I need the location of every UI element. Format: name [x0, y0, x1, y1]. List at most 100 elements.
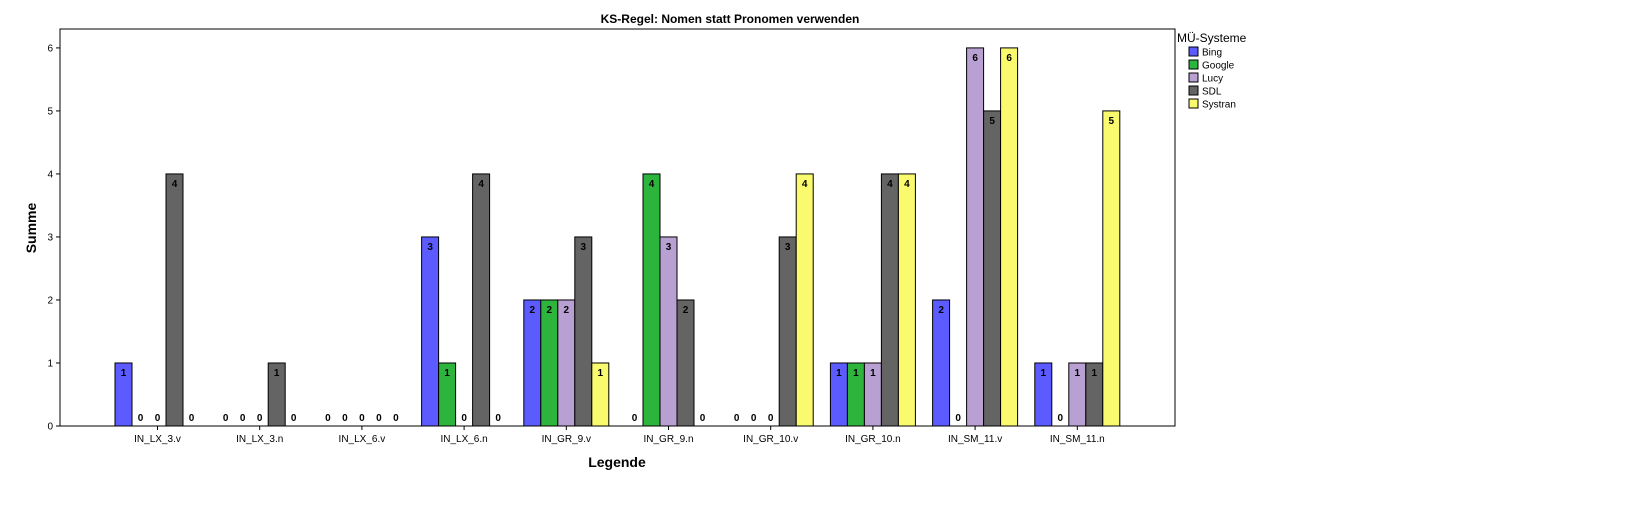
x-tick-label: IN_GR_9.n — [643, 434, 693, 445]
legend-swatch — [1188, 98, 1199, 109]
legend-entry: Systran — [1202, 100, 1236, 111]
bar-value-label: 0 — [342, 413, 348, 424]
bar — [438, 362, 457, 427]
bar — [897, 173, 916, 427]
y-tick-label: 3 — [47, 232, 53, 243]
legend-entry: SDL — [1202, 87, 1222, 98]
y-axis: 0 1 2 3 4 5 6 — [47, 43, 60, 433]
bar-value-label: 1 — [1075, 368, 1081, 379]
bar-value-label: 0 — [768, 413, 774, 424]
chart-title: KS-Regel: Nomen statt Pronomen verwenden — [601, 12, 860, 26]
bar-value-label: 0 — [257, 413, 263, 424]
bar-value-label: 6 — [972, 53, 978, 64]
bar — [932, 299, 951, 427]
bar-value-label: 1 — [121, 368, 127, 379]
bar-value-label: 4 — [649, 179, 655, 190]
bar-value-label: 2 — [938, 305, 944, 316]
bar-value-label: 0 — [138, 413, 144, 424]
x-tick-label: IN_LX_3.n — [236, 434, 283, 445]
bar-value-label: 0 — [359, 413, 365, 424]
bar-value-label: 0 — [632, 413, 638, 424]
bar-value-label: 4 — [478, 179, 484, 190]
bar-value-label: 0 — [1058, 413, 1064, 424]
bar-value-label: 3 — [581, 242, 587, 253]
bar — [880, 173, 899, 427]
bar — [1000, 47, 1019, 427]
bar — [659, 236, 678, 427]
bar — [523, 299, 542, 427]
x-tick-label: IN_SM_11.n — [1050, 434, 1105, 445]
plot-area — [59, 28, 1176, 427]
bar — [472, 173, 491, 427]
bar-value-label: 4 — [904, 179, 910, 190]
bar-value-label: 3 — [785, 242, 791, 253]
bar — [591, 362, 610, 427]
bar-value-label: 0 — [376, 413, 382, 424]
bar-value-label: 1 — [274, 368, 280, 379]
bar — [421, 236, 440, 427]
bar — [540, 299, 559, 427]
bar — [676, 299, 695, 427]
bar-value-label: 3 — [666, 242, 672, 253]
bar-value-label: 1 — [1041, 368, 1047, 379]
legend-swatch — [1188, 85, 1199, 96]
bar — [983, 110, 1002, 427]
bar-value-label: 6 — [1006, 53, 1012, 64]
bar-value-label: 0 — [240, 413, 246, 424]
y-tick-label: 4 — [47, 169, 53, 180]
bar-value-label: 3 — [427, 242, 433, 253]
bar-value-label: 0 — [700, 413, 706, 424]
legend-entry: Bing — [1202, 48, 1222, 59]
x-tick-label: IN_LX_6.v — [339, 434, 386, 445]
bar-value-label: 5 — [1109, 116, 1115, 127]
bar-value-label: 4 — [802, 179, 808, 190]
x-tick-label: IN_GR_10.v — [743, 434, 798, 445]
y-axis-label: Summe — [23, 203, 39, 254]
bar — [1034, 362, 1053, 427]
bar — [165, 173, 184, 427]
legend-title: MÜ-Systeme — [1177, 31, 1247, 45]
bar-value-label: 0 — [734, 413, 740, 424]
legend: MÜ-Systeme Bing Google Lucy SDL Systran — [1177, 31, 1247, 111]
y-tick-label: 0 — [47, 422, 53, 433]
bar-value-label: 0 — [751, 413, 757, 424]
legend-swatch — [1188, 59, 1199, 70]
bar-value-label: 0 — [393, 413, 399, 424]
bar — [778, 236, 797, 427]
x-tick-label: IN_SM_11.v — [948, 434, 1002, 445]
x-tick-label: IN_LX_3.v — [134, 434, 181, 445]
legend-swatch — [1188, 72, 1199, 83]
bar-value-label: 2 — [564, 305, 570, 316]
bar — [795, 173, 814, 427]
bar — [642, 173, 661, 427]
y-tick-label: 1 — [47, 358, 53, 369]
bar-value-label: 2 — [547, 305, 553, 316]
x-tick-label: IN_GR_10.n — [845, 434, 901, 445]
bar-value-label: 2 — [530, 305, 536, 316]
legend-swatch — [1188, 46, 1199, 57]
bar-value-label: 1 — [836, 368, 842, 379]
bar-value-label: 2 — [683, 305, 689, 316]
bar — [966, 47, 985, 427]
bar-value-label: 0 — [325, 413, 331, 424]
bar-value-label: 1 — [870, 368, 876, 379]
bar — [267, 362, 286, 427]
bar-value-label: 4 — [887, 179, 893, 190]
y-tick-label: 5 — [47, 106, 53, 117]
x-tick-label: IN_LX_6.n — [440, 434, 487, 445]
bar-value-label: 1 — [444, 368, 450, 379]
x-axis: IN_LX_3.v IN_LX_3.n IN_LX_6.v IN_LX_6.n IN_G… — [134, 426, 1105, 445]
legend-entry: Google — [1202, 61, 1235, 72]
bar — [557, 299, 576, 427]
bar-value-label: 0 — [291, 413, 297, 424]
bar — [574, 236, 593, 427]
x-tick-label: IN_GR_9.v — [542, 434, 591, 445]
bar-value-label: 0 — [155, 413, 161, 424]
bar-value-label: 4 — [172, 179, 178, 190]
bar-value-label: 1 — [598, 368, 604, 379]
bar — [114, 362, 133, 427]
bar-value-label: 0 — [955, 413, 961, 424]
